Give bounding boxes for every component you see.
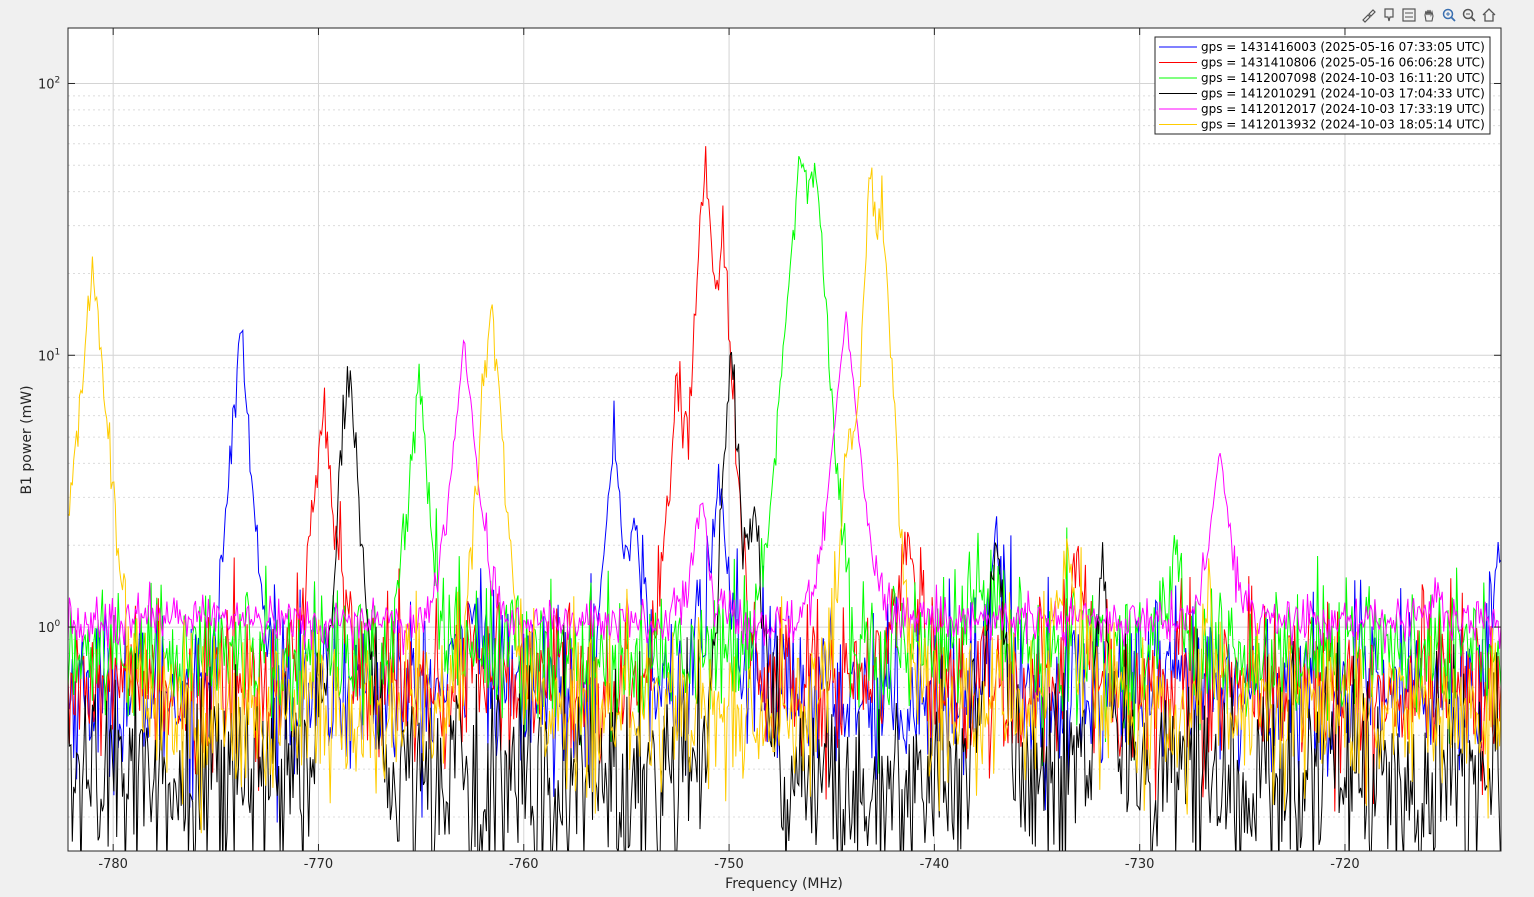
x-axis-ticks: -780 -770 -760 -750 -740 -730 -720 [98, 28, 1360, 872]
series-line-5 [68, 311, 1501, 656]
legend-entry: gps = 1431410806 (2025-05-16 06:06:28 UT… [1201, 56, 1485, 70]
x-tick-label: -740 [920, 857, 950, 872]
minor-grid [68, 95, 1501, 818]
home-icon[interactable] [1480, 6, 1498, 24]
y-tick-label: 102 [38, 75, 60, 92]
x-tick-label: -730 [1125, 857, 1155, 872]
figure-toolbar [1360, 6, 1498, 26]
plot-area [68, 28, 1501, 851]
y-tick-label: 100 [38, 619, 61, 636]
x-axis-title: Frequency (MHz) [725, 876, 843, 892]
x-tick-label: -750 [714, 857, 744, 872]
datatip-icon[interactable] [1380, 6, 1398, 24]
x-tick-label: -770 [304, 857, 334, 872]
legend-entry: gps = 1412007098 (2024-10-03 16:11:20 UT… [1201, 71, 1485, 85]
y-axis-title: B1 power (mW) [19, 385, 35, 494]
zoom-out-icon[interactable] [1460, 6, 1478, 24]
zoom-in-icon[interactable] [1440, 6, 1458, 24]
y-axis-ticks: 100 101 102 [38, 75, 1501, 636]
legend-entry: gps = 1412010291 (2024-10-03 17:04:33 UT… [1201, 87, 1485, 101]
legend-entry: gps = 1412013932 (2024-10-03 18:05:14 UT… [1201, 118, 1485, 132]
x-tick-label: -720 [1330, 857, 1360, 872]
legend-toggle-icon[interactable] [1400, 6, 1418, 24]
legend[interactable]: gps = 1431416003 (2025-05-16 07:33:05 UT… [1154, 36, 1491, 135]
legend-entry: gps = 1412012017 (2024-10-03 17:33:19 UT… [1201, 102, 1485, 116]
x-tick-label: -780 [98, 857, 128, 872]
series-line-3 [68, 156, 1501, 774]
series-lines [68, 146, 1501, 851]
legend-box [1154, 36, 1491, 135]
series-line-6 [68, 167, 1501, 834]
y-tick-label: 101 [38, 347, 60, 364]
x-tick-label: -760 [509, 857, 539, 872]
pan-icon[interactable] [1420, 6, 1438, 24]
brush-icon[interactable] [1360, 6, 1378, 24]
axes-box [67, 27, 1502, 852]
legend-entry: gps = 1431416003 (2025-05-16 07:33:05 UT… [1201, 40, 1485, 54]
